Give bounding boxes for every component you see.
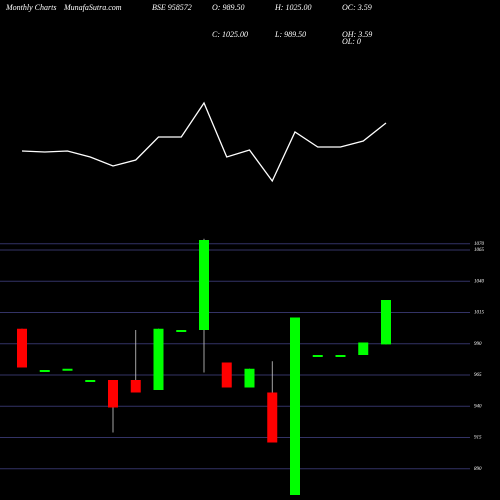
y-tick-label: 915: [474, 436, 482, 441]
candle-body: [39, 370, 50, 372]
stat: OL: 0: [342, 37, 361, 46]
candle-body: [85, 380, 96, 382]
candle-body: [290, 317, 300, 495]
y-tick-label: 990: [474, 342, 482, 347]
stat: C: 1025.00: [212, 30, 248, 39]
symbol: BSE 958572: [152, 3, 192, 12]
y-tick-label: 965: [474, 373, 482, 378]
candle-body: [312, 355, 323, 357]
y-tick-label: 1015: [474, 311, 485, 316]
candle-body: [335, 355, 346, 357]
candle-body: [381, 300, 391, 345]
stat: OH: 3.59: [342, 30, 372, 39]
candle-body: [267, 392, 278, 443]
candle-body: [176, 330, 187, 332]
stat: OC: 3.59: [342, 3, 372, 12]
y-tick-label: 1065: [474, 248, 485, 253]
candle-body: [17, 328, 27, 368]
candle-body: [199, 240, 209, 330]
stat: O: 989.50: [212, 3, 244, 12]
candle-body: [130, 380, 141, 393]
candle-body: [62, 368, 73, 371]
chart-label: Monthly Charts: [5, 3, 56, 12]
site-name: MunafaSutra.com: [63, 3, 122, 12]
stat: L: 989.50: [274, 30, 306, 39]
y-tick-label: 890: [474, 467, 482, 472]
candle-body: [244, 368, 255, 388]
candle-body: [221, 362, 232, 388]
candle-body: [358, 342, 369, 355]
candle-body: [153, 328, 164, 390]
y-tick-label: 1070: [474, 242, 485, 247]
y-tick-label: 1040: [474, 279, 485, 284]
y-tick-label: 940: [474, 404, 482, 409]
stat: H: 1025.00: [274, 3, 311, 12]
candle-body: [108, 380, 118, 408]
indicator-line: [21, 101, 387, 183]
